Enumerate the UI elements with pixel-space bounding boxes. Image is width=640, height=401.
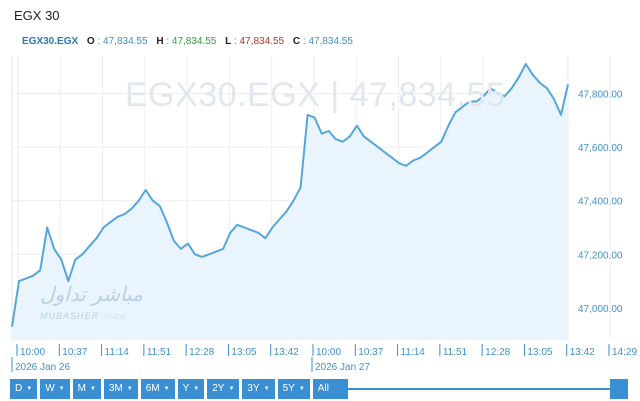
period-button-d[interactable]: D ▼ bbox=[10, 379, 38, 399]
logo-arabic: مباشر تداول bbox=[40, 282, 143, 306]
range-navigator[interactable] bbox=[330, 379, 628, 399]
period-button-2y[interactable]: 2Y ▼ bbox=[207, 379, 240, 399]
y-axis-labels: 47,000.00 47,200.00 47,400.00 47,600.00 47,8… bbox=[578, 90, 623, 315]
navigator-left-handle[interactable] bbox=[330, 379, 348, 399]
low-value: : 47,834.55 bbox=[234, 36, 285, 47]
x-tick-label: 13:42 bbox=[570, 347, 595, 358]
mubasher-logo: مباشر تداول MUBASHER TRADE bbox=[40, 282, 143, 324]
x-tick-label: 14:29 bbox=[612, 347, 637, 358]
x-tick-label: 13:05 bbox=[231, 347, 256, 358]
high-value: : 47,834.55 bbox=[166, 36, 217, 47]
y-tick-label: 47,000.00 bbox=[578, 304, 623, 315]
high-label: H bbox=[156, 36, 164, 47]
x-tick-label: 12:28 bbox=[189, 347, 214, 358]
caret-down-icon: ▼ bbox=[89, 386, 96, 392]
close-label: C bbox=[292, 36, 301, 47]
low-label: L bbox=[225, 36, 232, 47]
period-toolbar: D▼ W▼ M▼ 3M▼ 6M▼ Y▼ 2Y▼ 3Y▼ 5Y▼ All▼ bbox=[10, 379, 344, 399]
x-tick-label: 10:00 bbox=[316, 347, 341, 358]
ohlc-readout: EGX30.EGX O : 47,834.55 H : 47,834.55 L … bbox=[22, 36, 353, 47]
logo-latin: MUBASHER bbox=[40, 311, 100, 321]
x-tick-label: 13:05 bbox=[527, 347, 552, 358]
navigator-right-handle[interactable] bbox=[610, 379, 628, 399]
period-button-6m[interactable]: 6M ▼ bbox=[140, 379, 175, 399]
logo-latin-small: TRADE bbox=[103, 315, 127, 321]
date-label: 2026 Jan 26 bbox=[15, 362, 70, 373]
caret-down-icon: ▼ bbox=[228, 386, 235, 392]
x-axis-labels: 10:00 10:37 11:14 11:51 12:28 13:05 13:42 10:00… bbox=[15, 347, 637, 373]
date-label: 2026 Jan 27 bbox=[315, 362, 370, 373]
price-line bbox=[11, 63, 569, 327]
x-tick-label: 10:37 bbox=[62, 347, 87, 358]
period-button-3m[interactable]: 3M ▼ bbox=[103, 379, 138, 399]
open-value: : 47,834.55 bbox=[97, 36, 148, 47]
caret-down-icon: ▼ bbox=[26, 386, 33, 392]
x-tick-label: 12:28 bbox=[485, 347, 510, 358]
y-tick-label: 47,200.00 bbox=[578, 250, 623, 261]
period-button-3y[interactable]: 3Y ▼ bbox=[242, 379, 275, 399]
y-tick-label: 47,400.00 bbox=[578, 197, 623, 208]
navigator-track[interactable] bbox=[348, 388, 610, 390]
x-tick-label: 10:00 bbox=[20, 347, 45, 358]
period-button-m[interactable]: M ▼ bbox=[72, 379, 101, 399]
caret-down-icon: ▼ bbox=[163, 386, 170, 392]
caret-down-icon: ▼ bbox=[58, 386, 65, 392]
caret-down-icon: ▼ bbox=[263, 386, 270, 392]
chart-watermark: EGX30.EGX | 47,834.55 bbox=[125, 76, 506, 114]
open-label: O bbox=[86, 36, 95, 47]
symbol-label: EGX30.EGX bbox=[22, 36, 79, 47]
close-value: : 47,834.55 bbox=[302, 36, 353, 47]
period-button-w[interactable]: W ▼ bbox=[40, 379, 70, 399]
x-tick-label: 11:14 bbox=[401, 347, 426, 358]
price-area bbox=[12, 64, 568, 340]
caret-down-icon: ▼ bbox=[126, 386, 133, 392]
x-tick-label: 13:42 bbox=[274, 347, 299, 358]
y-tick-label: 47,600.00 bbox=[578, 143, 623, 154]
x-tick-label: 11:14 bbox=[105, 347, 130, 358]
x-tick-label: 10:37 bbox=[358, 347, 383, 358]
y-tick-label: 47,800.00 bbox=[578, 90, 623, 101]
chart-title: EGX 30 bbox=[14, 8, 60, 23]
x-tick-label: 11:51 bbox=[443, 347, 468, 358]
caret-down-icon: ▼ bbox=[193, 386, 200, 392]
period-button-y[interactable]: Y ▼ bbox=[177, 379, 205, 399]
period-button-5y[interactable]: 5Y ▼ bbox=[277, 379, 310, 399]
caret-down-icon: ▼ bbox=[298, 386, 305, 392]
x-tick-label: 11:51 bbox=[147, 347, 172, 358]
